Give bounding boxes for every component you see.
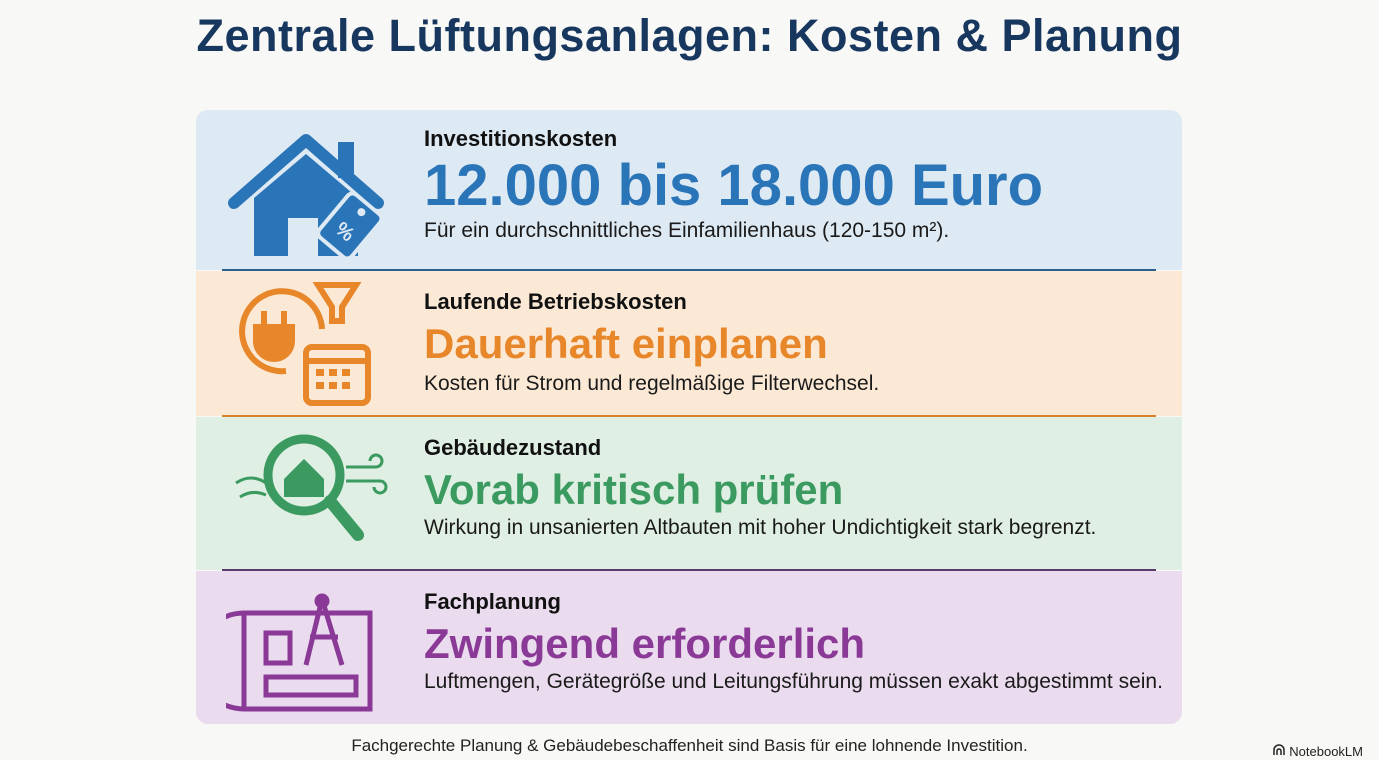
section-headline: 12.000 bis 18.000 Euro <box>424 153 1044 218</box>
plug-filter-calendar-icon <box>226 279 396 409</box>
blueprint-compass-icon <box>196 585 396 715</box>
section-planning: Fachplanung Zwingend erforderlich Luftme… <box>196 571 1182 724</box>
section-label: Fachplanung <box>424 589 561 614</box>
section-headline: Vorab kritisch prüfen <box>424 466 844 513</box>
brand-label: NotebookLM <box>1289 744 1363 759</box>
magnifier-house-icon <box>226 427 396 557</box>
section-body: Für ein durchschnittliches Einfamilienha… <box>424 218 950 242</box>
notebooklm-logo-icon <box>1273 744 1286 759</box>
section-body: Kosten für Strom und regelmäßige Filterw… <box>424 372 880 396</box>
section-operating-costs: Laufende Betriebskosten Dauerhaft einpla… <box>196 271 1182 416</box>
section-investment: % Investitionskosten 12.000 bis 18.000 E… <box>196 110 1182 270</box>
section-headline: Dauerhaft einplanen <box>424 320 828 367</box>
section-label: Gebäudezustand <box>424 435 602 460</box>
info-panel: % Investitionskosten 12.000 bis 18.000 E… <box>196 110 1182 724</box>
divider <box>222 415 1156 417</box>
section-label: Investitionskosten <box>424 126 618 151</box>
divider <box>222 569 1156 571</box>
page-title: Zentrale Lüftungsanlagen: Kosten & Planu… <box>196 10 1183 61</box>
section-body: Wirkung in unsanierten Altbauten mit hoh… <box>424 516 1097 540</box>
house-price-tag-icon: % <box>226 128 396 261</box>
section-body: Luftmengen, Gerätegröße und Leitungsführ… <box>424 670 1163 694</box>
divider <box>222 269 1156 271</box>
footer-note: Fachgerechte Planung & Gebäudebeschaffen… <box>351 736 1028 755</box>
brand-watermark: NotebookLM <box>1273 744 1363 759</box>
section-building-condition: Gebäudezustand Vorab kritisch prüfen Wir… <box>196 417 1182 570</box>
section-label: Laufende Betriebskosten <box>424 289 687 314</box>
section-headline: Zwingend erforderlich <box>424 620 866 667</box>
